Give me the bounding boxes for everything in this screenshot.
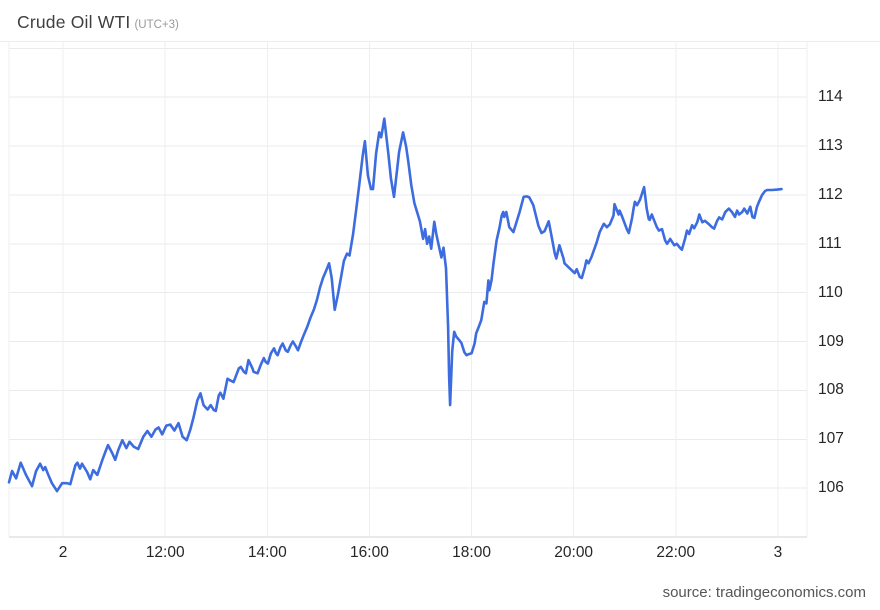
y-axis-tick-label: 106 xyxy=(818,479,844,497)
x-axis-tick-label: 12:00 xyxy=(145,544,185,561)
y-axis-tick-label: 114 xyxy=(818,88,843,106)
price-line-series xyxy=(7,117,783,493)
x-axis-tick-label: 16:00 xyxy=(350,544,389,561)
y-axis-tick-label: 112 xyxy=(818,185,843,203)
y-axis-tick-label: 110 xyxy=(818,283,843,301)
x-axis-tick-label: 18:00 xyxy=(452,544,491,561)
y-axis-tick-label: 111 xyxy=(818,234,842,252)
y-axis-tick-label: 108 xyxy=(818,381,844,399)
chart-timezone-label: (UTC+3) xyxy=(134,19,179,31)
x-axis-tick-label: 20:00 xyxy=(554,544,594,561)
chart-header: Crude Oil WTI (UTC+3) xyxy=(17,12,179,33)
y-axis-tick-label: 113 xyxy=(818,137,843,155)
x-axis-tick-label: 2 xyxy=(58,544,68,561)
chart-title: Crude Oil WTI xyxy=(17,12,131,32)
x-axis-tick-label: 3 xyxy=(773,544,783,561)
x-axis-tick-label: 22:00 xyxy=(656,544,696,561)
source-attribution-link[interactable]: source: tradingeconomics.com xyxy=(662,584,866,601)
x-axis-tick-label: 14:00 xyxy=(247,544,287,561)
header-divider xyxy=(0,41,880,42)
y-axis-tick-label: 109 xyxy=(818,332,844,350)
y-axis-tick-label: 107 xyxy=(818,430,844,448)
